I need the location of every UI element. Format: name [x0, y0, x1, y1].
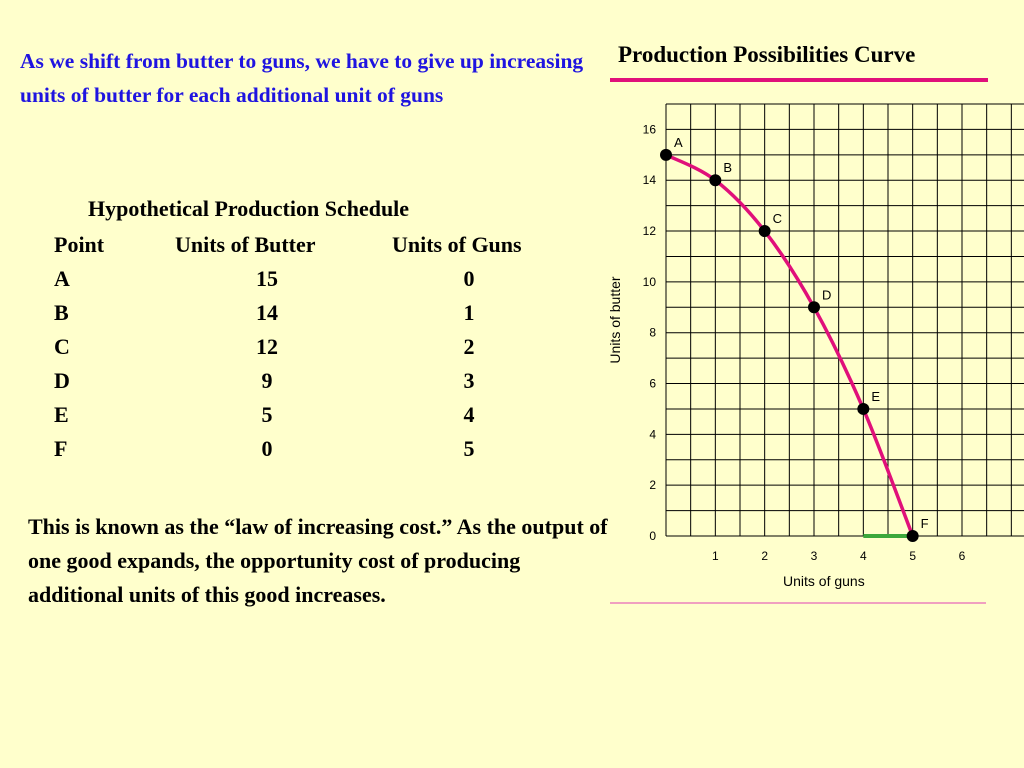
row-d-point: D: [54, 368, 70, 393]
x-tick-label: 1: [712, 549, 719, 563]
point-label-d: D: [822, 287, 831, 302]
y-tick-label: 8: [649, 326, 656, 340]
row-e-butter: 5: [261, 402, 273, 427]
point-label-b: B: [723, 160, 732, 175]
row-f-butter: 0: [261, 436, 273, 461]
point-label-c: C: [773, 211, 782, 226]
row-e-guns: 4: [463, 402, 475, 427]
data-point-d: [808, 301, 820, 314]
row-c-point: C: [54, 334, 70, 359]
y-tick-label: 6: [649, 377, 656, 391]
row-d-guns: 3: [463, 368, 475, 393]
bottom-rule: [610, 602, 986, 604]
row-a-point: A: [54, 266, 70, 291]
point-label-a: A: [674, 135, 683, 150]
y-tick-label: 14: [643, 173, 657, 187]
header-butter: Units of Butter: [175, 232, 316, 257]
x-tick-label: 3: [811, 549, 818, 563]
data-point-e: [857, 402, 870, 415]
x-tick-label: 4: [860, 549, 867, 563]
row-d-butter: 9: [261, 368, 273, 393]
x-tick-label: 5: [909, 549, 916, 563]
intro-text: As we shift from butter to guns, we have…: [20, 49, 584, 107]
y-tick-label: 4: [649, 427, 656, 441]
point-label-e: E: [871, 389, 880, 404]
row-b-point: B: [54, 300, 69, 325]
y-tick-label: 12: [643, 224, 657, 238]
row-b-butter: 14: [256, 300, 278, 325]
x-tick-label: 2: [761, 549, 768, 563]
row-f-guns: 5: [463, 436, 475, 461]
data-point-f: [906, 530, 919, 542]
y-tick-label: 2: [649, 478, 656, 492]
header-guns: Units of Guns: [392, 232, 522, 257]
data-point-b: [709, 174, 722, 187]
data-point-a: [660, 148, 672, 161]
row-c-butter: 12: [256, 334, 278, 359]
data-point-c: [758, 225, 771, 238]
row-e-point: E: [54, 402, 69, 427]
y-tick-label: 10: [643, 275, 657, 289]
row-b-guns: 1: [463, 300, 475, 325]
conclusion-text: This is known as the “law of increasing …: [28, 514, 608, 607]
row-a-butter: 15: [256, 266, 278, 291]
schedule-title: Hypothetical Production Schedule: [88, 196, 410, 221]
x-tick-label: 6: [959, 549, 966, 563]
row-c-guns: 2: [463, 334, 475, 359]
row-f-point: F: [54, 436, 68, 461]
schedule-table: Point Units of Butter Units of Guns A 15…: [0, 228, 600, 468]
y-tick-label: 0: [649, 529, 656, 543]
title-rule: [610, 78, 988, 82]
point-label-f: F: [921, 516, 929, 531]
header-point: Point: [54, 232, 105, 257]
row-a-guns: 0: [463, 266, 475, 291]
y-tick-label: 16: [643, 122, 657, 136]
y-axis-label: Units of butter: [607, 276, 623, 363]
x-axis-label: Units of guns: [783, 573, 865, 589]
chart-title: Production Possibilities Curve: [618, 42, 916, 67]
